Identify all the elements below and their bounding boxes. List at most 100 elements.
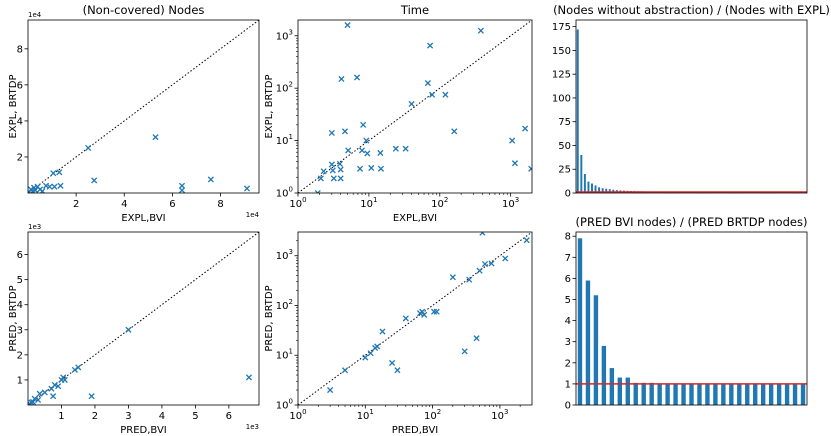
bar [713, 383, 718, 405]
x-tick-label: 103 [491, 408, 508, 422]
bar [580, 154, 583, 193]
y-tick-label: 50 [558, 141, 571, 152]
scatter-point [341, 128, 349, 135]
bar [792, 383, 798, 405]
y-tick-label: 6 [565, 274, 571, 285]
scatter-point [402, 145, 409, 152]
y-tick-label: 8 [565, 232, 571, 243]
scatter-point [32, 187, 39, 193]
scatter-point [362, 354, 369, 361]
scatter-point [374, 343, 381, 350]
scatter-point [50, 170, 57, 177]
scatter-point [245, 374, 253, 381]
y-tick-label: 3 [565, 337, 571, 348]
bar [594, 185, 597, 193]
scatter-point [377, 165, 385, 172]
y-tick-label: 75 [558, 117, 571, 128]
scatter-point [451, 128, 458, 135]
x-tick-label: 5 [192, 411, 198, 422]
x-axis-label: EXPL,BVI [393, 213, 437, 224]
scatter-point [367, 350, 374, 357]
axes-frame [575, 231, 808, 406]
scatter-point [36, 390, 43, 397]
bar [657, 383, 662, 405]
y-axis-multiplier: 1e3 [28, 223, 41, 231]
x-axis-multiplier: 1e4 [246, 211, 260, 219]
bar [681, 383, 686, 405]
chart-title: (Nodes without abstraction) / (Nodes wit… [553, 3, 830, 17]
scatter-point [522, 125, 529, 132]
scatter-point [364, 150, 371, 157]
scatter-point [327, 386, 334, 394]
diagonal-line [298, 232, 532, 405]
scatter-point [528, 165, 532, 172]
x-tick-label: 2 [92, 411, 98, 422]
scatter-point [392, 145, 399, 152]
scatter-point [477, 27, 484, 34]
bar [665, 383, 670, 405]
scatter-point [152, 134, 159, 141]
y-tick-label: 2 [17, 350, 23, 361]
scatter-point [50, 393, 57, 400]
x-tick-label: 4 [121, 199, 127, 210]
panel-p1: 2 4 6 8 2 4 6 8 (Non-covered) Nodes EXPL,BVI EXPL,… [8, 3, 260, 224]
scatter-point [481, 261, 489, 268]
scatter-point [488, 260, 495, 267]
scatter-point [337, 166, 344, 173]
x-tick-label: 2 [73, 199, 79, 210]
y-tick-label: 3 [17, 325, 23, 336]
y-axis-multiplier: 1e4 [28, 11, 42, 19]
panel-p6: 0 1 2 3 4 5 6 7 8 (PRED BVI nodes) / (PRED BRTDP … [565, 215, 808, 412]
scatter-point [41, 389, 48, 396]
scatter-point [56, 169, 63, 176]
bar [673, 383, 678, 405]
x-tick-label: 102 [424, 408, 441, 422]
bar [587, 181, 590, 193]
y-tick-label: 0 [565, 401, 571, 412]
bar [633, 382, 638, 405]
bar [617, 377, 623, 405]
x-tick-label: 101 [357, 408, 374, 422]
y-axis-label: EXPL, BRTDP [264, 74, 275, 138]
y-tick-label: 125 [552, 70, 571, 81]
scatter-point [402, 315, 409, 322]
bar [737, 383, 742, 405]
bar [605, 188, 608, 193]
panel-p2: 100 101 102 103 100 101 102 103 Time EXPL,BVI EXPL… [264, 3, 533, 224]
x-tick-label: 101 [360, 196, 377, 210]
scatter-point [408, 100, 415, 108]
y-tick-label: 100 [276, 398, 293, 412]
scatter-point [91, 177, 98, 184]
scatter-point [61, 376, 68, 383]
scatter-point [29, 398, 37, 405]
scatter-point [317, 175, 324, 182]
x-axis-label: PRED,BVI [120, 425, 167, 436]
bar [625, 377, 630, 405]
x-tick-label: 3 [125, 411, 131, 422]
axes-frame [575, 19, 808, 194]
y-tick-label: 4 [565, 316, 571, 327]
x-tick-label: 100 [289, 408, 306, 422]
x-axis-label: PRED,BVI [392, 425, 439, 436]
y-tick-label: 101 [276, 133, 293, 147]
scatter-point [353, 74, 361, 81]
y-axis-label: PRED, BRTDP [8, 285, 19, 351]
diagonal-line [28, 232, 259, 405]
y-tick-label: 102 [276, 298, 293, 312]
scatter-point [379, 328, 386, 335]
y-tick-label: 5 [565, 295, 571, 306]
bar [601, 345, 607, 405]
y-tick-label: 102 [276, 81, 293, 95]
y-tick-label: 103 [276, 28, 293, 42]
scatter-point [34, 396, 42, 404]
bar [583, 173, 586, 193]
x-tick-label: 1 [58, 411, 64, 422]
y-tick-label: 2 [17, 152, 23, 163]
scatter-point [88, 393, 95, 400]
bar [608, 189, 611, 193]
scatter-point [368, 164, 375, 172]
bar [753, 383, 758, 405]
x-tick-label: 100 [289, 196, 306, 210]
bar [800, 383, 806, 405]
